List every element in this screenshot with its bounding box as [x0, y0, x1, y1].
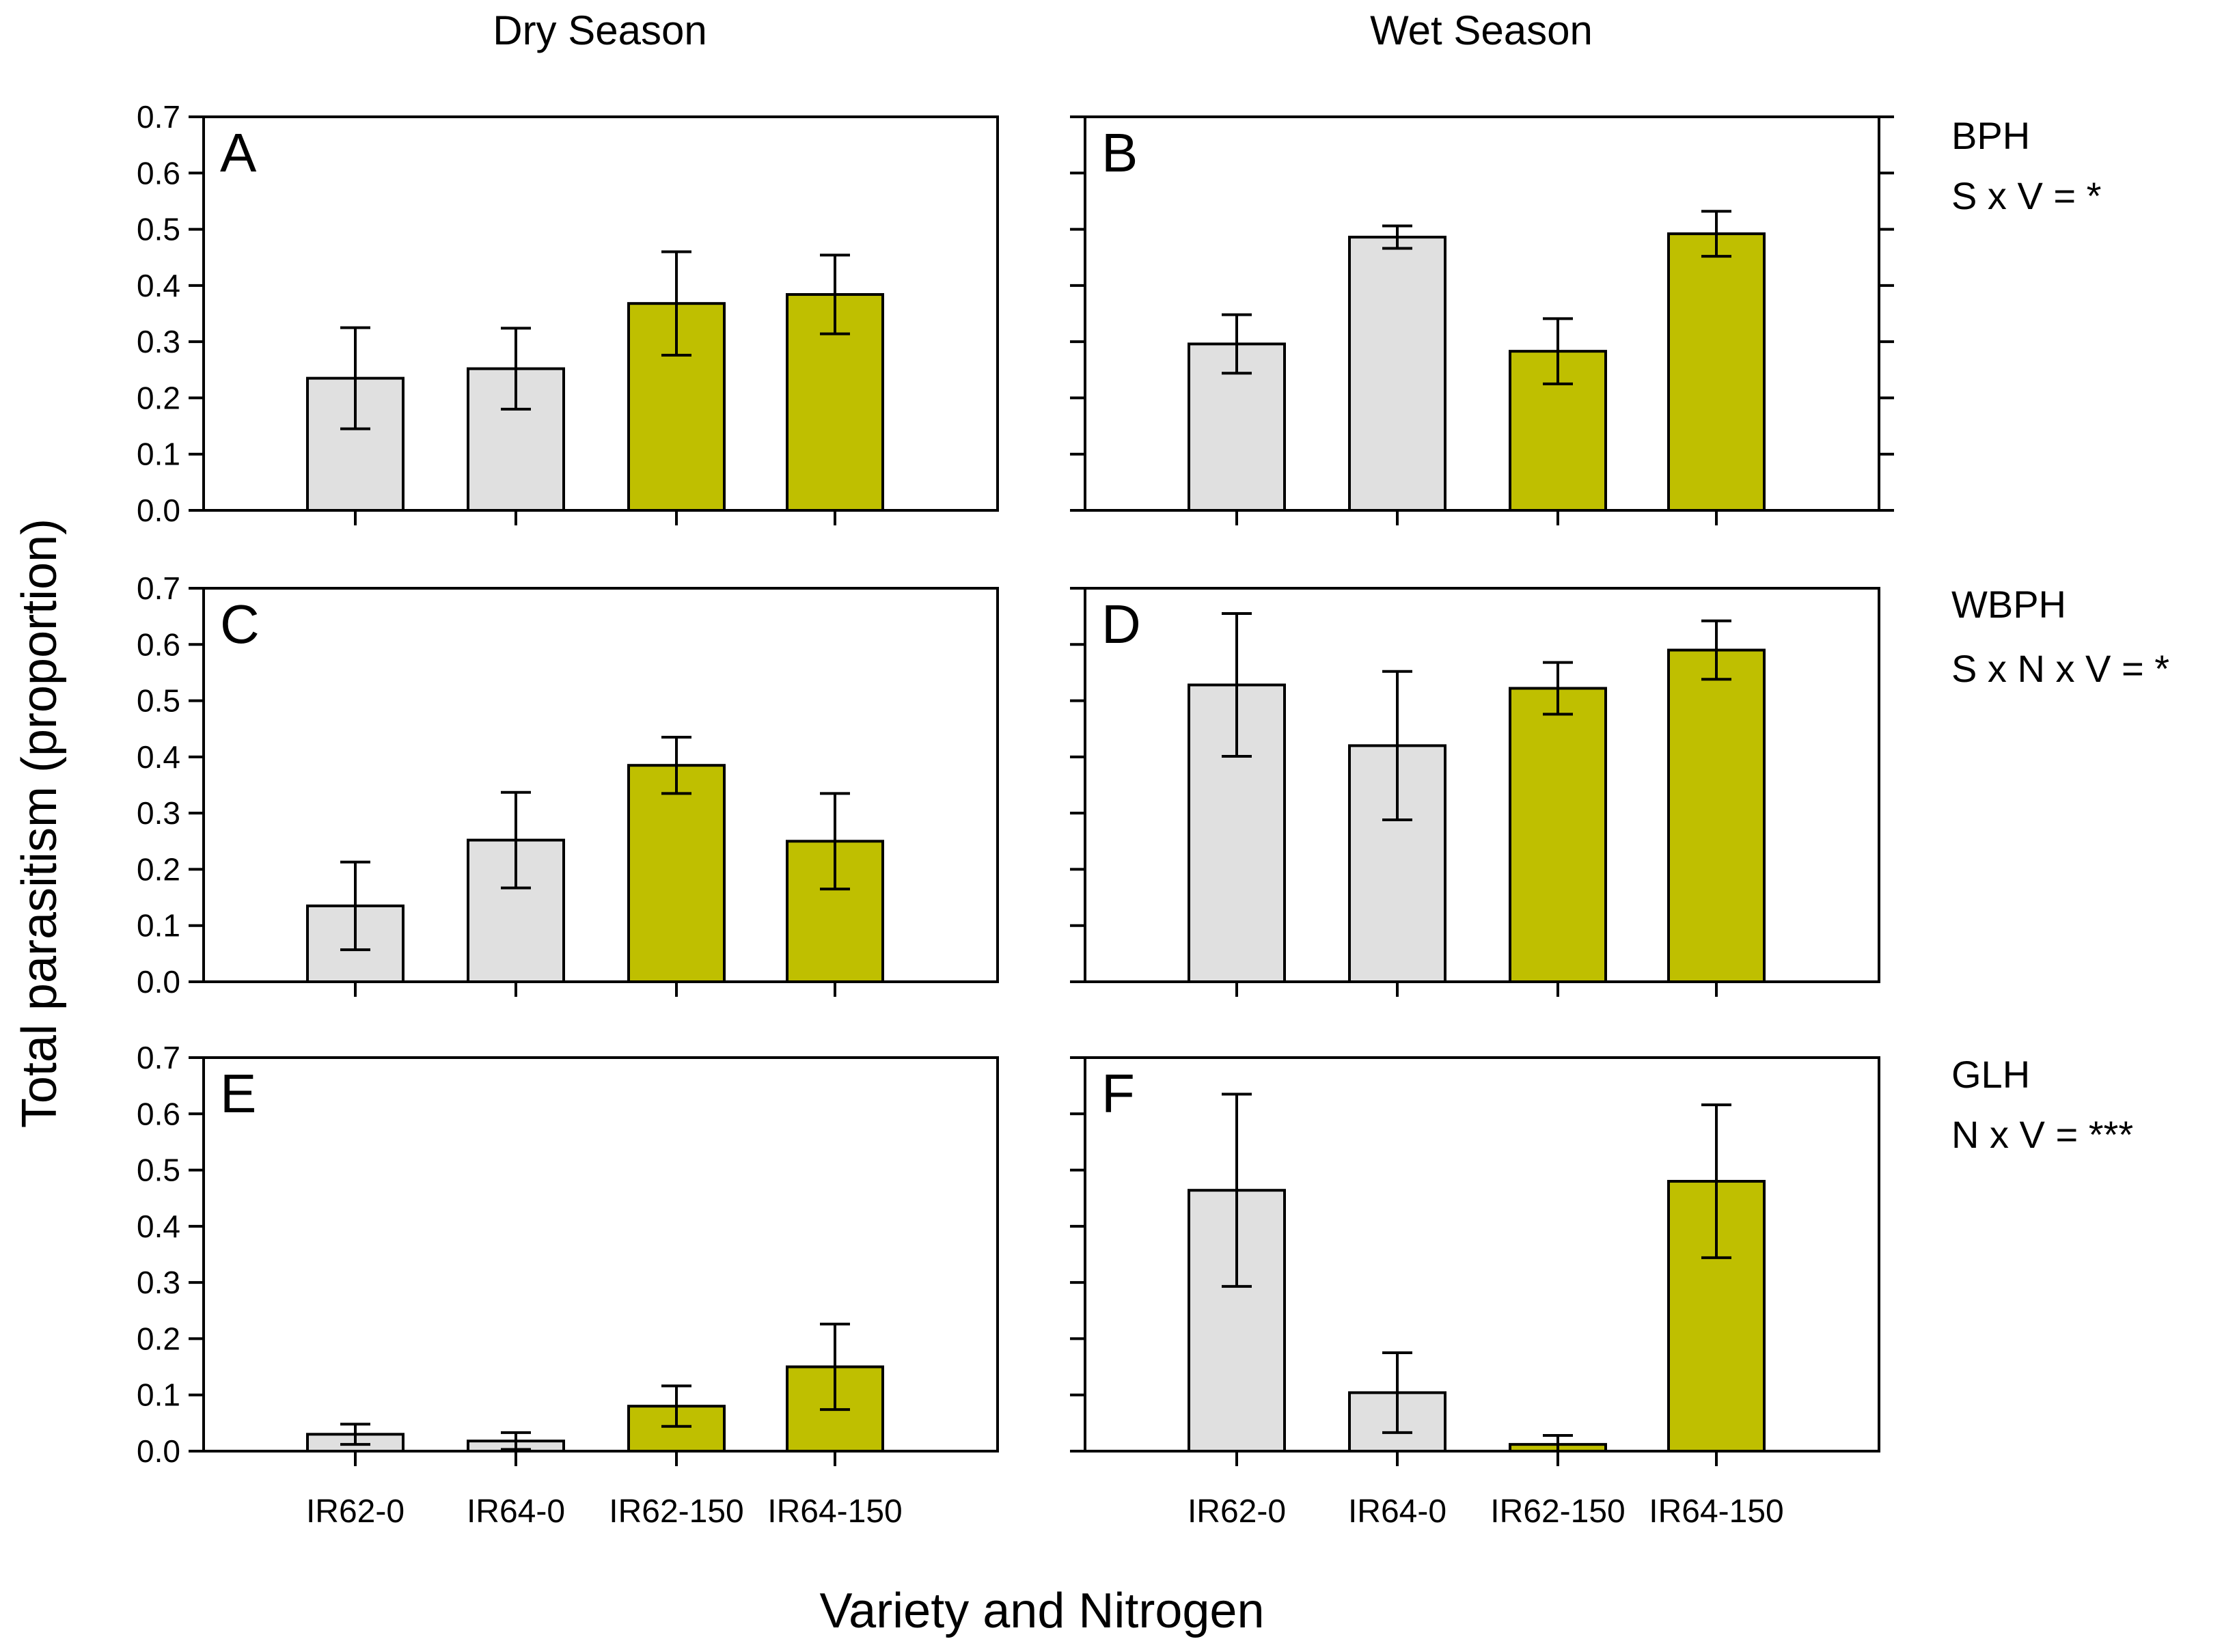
y-tick-label: 0.4 — [137, 739, 180, 775]
pest-label-bph: BPH — [1951, 114, 2030, 157]
y-tick-label: 0.4 — [137, 268, 180, 303]
panel-f: F IR62-0 IR64-0 IR62-150 IR64-150 — [1070, 1056, 1880, 1530]
panel-letter: C — [220, 594, 260, 655]
y-tick-label: 0.0 — [137, 964, 180, 1000]
y-tick-label: 0.0 — [137, 493, 180, 528]
category-label: IR64-0 — [467, 1493, 565, 1530]
y-tick-label: 0.3 — [137, 324, 180, 359]
category-label: IR62-150 — [1490, 1493, 1625, 1530]
panel-a: 0.0 0.1 0.2 0.3 0.4 0.5 0.6 0.7 A — [137, 99, 999, 528]
y-tick-label: 0.3 — [137, 795, 180, 831]
y-tick-label: 0.2 — [137, 380, 180, 415]
panel-frame — [202, 587, 999, 983]
y-tick-label: 0.5 — [137, 1153, 180, 1188]
x-axis-title: Variety and Nitrogen — [819, 1584, 1264, 1638]
y-tick-label: 0.6 — [137, 627, 180, 662]
bar-ir62-150 — [1509, 687, 1607, 983]
panel-frame — [1084, 115, 1880, 512]
panel-letter: E — [220, 1063, 256, 1124]
season-title-wet: Wet Season — [1370, 8, 1593, 53]
panel-frame — [202, 115, 999, 512]
pest-label-wbph: WBPH — [1951, 583, 2066, 626]
y-tick-label: 0.2 — [137, 1321, 180, 1356]
category-label: IR64-150 — [1649, 1493, 1783, 1530]
panel-letter: D — [1101, 594, 1141, 655]
y-tick-label: 0.7 — [137, 99, 180, 135]
y-tick-label: 0.6 — [137, 1096, 180, 1131]
interaction-stat: S x V = * — [1951, 174, 2101, 217]
panel-frame — [1084, 587, 1880, 983]
y-tick-label: 0.0 — [137, 1433, 180, 1469]
y-tick-label: 0.3 — [137, 1265, 180, 1300]
pest-label-glh: GLH — [1951, 1053, 2030, 1096]
category-label: IR64-0 — [1348, 1493, 1446, 1530]
panel-b: B — [1070, 115, 1894, 525]
panel-c: 0.0 0.1 0.2 0.3 0.4 0.5 0.6 0.7 C — [137, 570, 999, 1000]
category-label: IR62-0 — [306, 1493, 404, 1530]
panel-letter: F — [1101, 1063, 1135, 1124]
category-label: IR62-150 — [609, 1493, 743, 1530]
bar-ir64-0 — [1348, 236, 1446, 512]
bar-ir62-150 — [627, 764, 726, 983]
panel-frame — [1084, 1056, 1880, 1453]
panel-e: 0.0 0.1 0.2 0.3 0.4 0.5 0.6 0.7 E IR62-0 IR64-0 IR6… — [137, 1040, 999, 1530]
y-tick-label: 0.1 — [137, 1377, 180, 1413]
y-tick-label: 0.5 — [137, 212, 180, 247]
season-title-dry: Dry Season — [493, 8, 707, 53]
bar-ir64-150 — [1667, 648, 1766, 983]
y-tick-label: 0.6 — [137, 155, 180, 191]
panel-d: D — [1070, 587, 1880, 997]
y-tick-label: 0.2 — [137, 851, 180, 887]
y-tick-label: 0.1 — [137, 437, 180, 472]
panel-letter: B — [1101, 122, 1138, 183]
interaction-stat: S x N x V = * — [1951, 647, 2169, 690]
y-tick-label: 0.1 — [137, 908, 180, 944]
interaction-stat: N x V = *** — [1951, 1113, 2133, 1156]
y-tick-label: 0.7 — [137, 570, 180, 606]
bar-ir64-150 — [1667, 232, 1766, 512]
category-label: IR62-0 — [1188, 1493, 1286, 1530]
annotations: BPH S x V = * WBPH S x N x V = * GLH N x V = … — [1951, 114, 2169, 1156]
y-tick-label: 0.4 — [137, 1209, 180, 1244]
y-axis-title: Total parasitism (proportion) — [12, 519, 67, 1128]
y-tick-label: 0.7 — [137, 1040, 180, 1075]
plot-area: 0.00.10.20.30.40.50.60.7A B0.00.10.20.30.… — [137, 99, 1894, 1530]
panel-frame — [202, 1056, 999, 1453]
category-label: IR64-150 — [767, 1493, 902, 1530]
y-tick-label: 0.5 — [137, 683, 180, 719]
panel-letter: A — [220, 122, 257, 183]
